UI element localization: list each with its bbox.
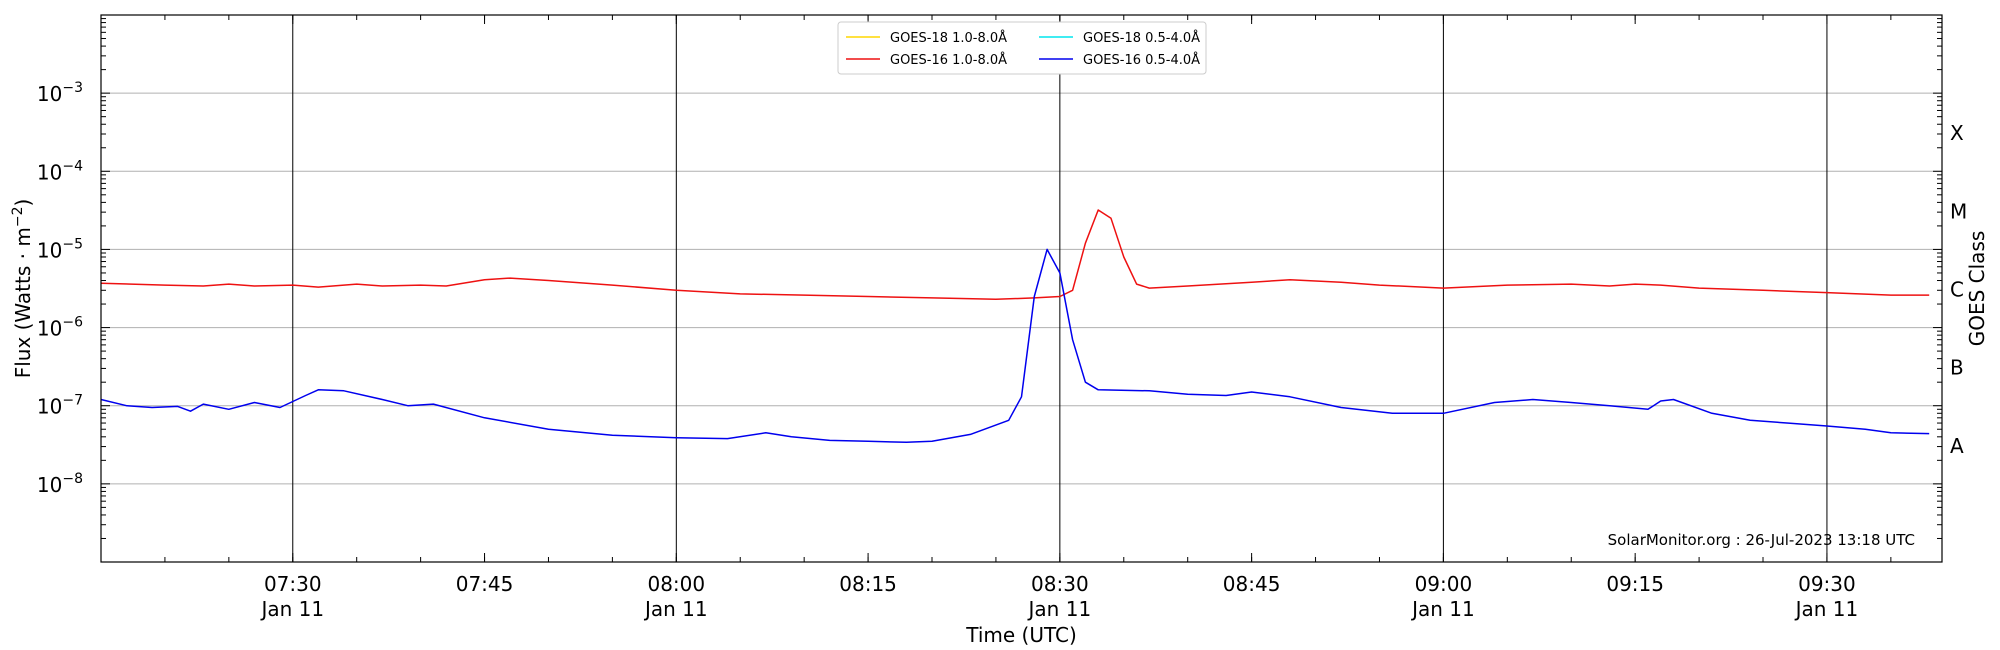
x-tick-time-label: 07:45 [456,572,514,596]
goes-class-label: M [1950,199,1967,223]
x-tick-time-label: 09:30 [1798,572,1856,596]
legend-box [837,21,1207,75]
credit-text: SolarMonitor.org : 26-Jul-2023 13:18 UTC [1608,531,1915,549]
x-tick-time-label: 08:00 [647,572,705,596]
y-tick-label: 10−5 [37,236,83,262]
x-tick-time-label: 09:00 [1415,572,1473,596]
series-line [100,248,1930,444]
legend-label: GOES-16 1.0-8.0Å [890,52,1007,68]
legend: GOES-18 1.0-8.0Å GOES-16 1.0-8.0Å GOES-18 … [837,21,1207,75]
y-tick-label: 10−7 [37,393,83,419]
x-tick-date-label: Jan 11 [1794,597,1859,621]
plot-frame [100,14,1943,563]
goes-class-axis-label: GOES Class [1965,231,1989,347]
legend-label: GOES-18 0.5-4.0Å [1083,30,1200,46]
series-layer [100,209,1930,444]
y-tick-label: 10−6 [37,315,83,341]
goes-class-label: B [1950,356,1964,380]
x-tick-time-label: 07:30 [264,572,322,596]
legend-label: GOES-18 1.0-8.0Å [890,30,1007,46]
day-marker-lines [292,15,1828,562]
x-tick-date-label: Jan 11 [1027,597,1092,621]
x-tick-date-label: Jan 11 [643,597,708,621]
x-tick-time-label: 08:45 [1223,572,1281,596]
x-tick-time-label: 08:30 [1031,572,1089,596]
goes-class-label: X [1950,121,1964,145]
x-tick-date-label: Jan 11 [1410,597,1475,621]
y-axis-ticks: 10−3 10−4 10−5 10−6 10−7 10−8 [37,18,1942,563]
y-tick-label: 10−3 [37,80,83,106]
goes-class-labels: X M C B A [1950,121,1967,458]
x-tick-time-label: 09:15 [1606,572,1664,596]
y-tick-label: 10−4 [37,158,83,184]
y-tick-label: 10−8 [37,471,83,497]
series-line [100,209,1930,301]
legend-label: GOES-16 0.5-4.0Å [1083,52,1200,68]
goes-class-label: A [1950,434,1964,458]
x-tick-time-label: 08:15 [839,572,897,596]
y-axis-label: Flux (Watts · m−2) [10,199,35,379]
goes-class-label: C [1950,278,1964,302]
x-axis-label: Time (UTC) [965,623,1077,647]
x-tick-date-label: Jan 11 [259,597,324,621]
horizontal-gridlines [101,92,1942,485]
